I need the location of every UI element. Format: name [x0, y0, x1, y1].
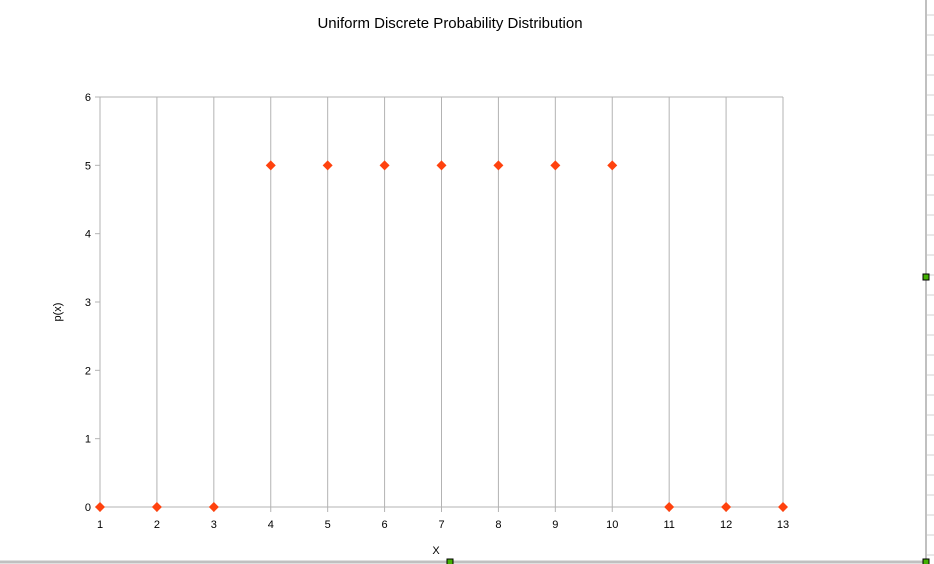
x-tick-label-1: 1: [97, 519, 103, 531]
y-tick-label-0: 0: [85, 502, 91, 514]
data-point-4: [265, 160, 276, 171]
selection-handle-2: [446, 558, 454, 564]
data-point-2: [151, 502, 162, 512]
y-tick-label-4: 4: [85, 229, 91, 241]
x-tick-label-9: 9: [552, 519, 558, 531]
x-tick-label-4: 4: [268, 519, 274, 531]
y-tick-label-1: 1: [85, 434, 91, 446]
data-point-13: [778, 502, 788, 512]
data-point-5: [322, 160, 333, 171]
x-tick-label-12: 12: [720, 519, 732, 531]
data-point-3: [208, 502, 219, 512]
gridlines: [99, 96, 784, 507]
data-point-10: [607, 160, 618, 171]
x-tick-label-2: 2: [154, 519, 160, 531]
data-point-12: [721, 502, 732, 512]
data-point-8: [493, 160, 504, 171]
x-tick-label-10: 10: [606, 519, 618, 531]
y-tick-label-5: 5: [85, 160, 91, 172]
selection-handle-3: [922, 558, 930, 564]
x-tick-label-11: 11: [663, 519, 674, 531]
x-tick-label-13: 13: [777, 519, 789, 531]
data-point-6: [379, 160, 390, 171]
axes: [95, 96, 784, 512]
chart-title: Uniform Discrete Probability Distributio…: [317, 15, 582, 32]
x-tick-label-3: 3: [211, 519, 217, 531]
data-points: [95, 160, 788, 512]
y-tick-label-6: 6: [85, 92, 91, 104]
data-point-9: [550, 160, 561, 171]
data-point-7: [436, 160, 447, 171]
y-axis-label: p(x): [52, 303, 64, 322]
data-point-1: [95, 502, 105, 512]
x-tick-label-5: 5: [325, 519, 331, 531]
selection-handle-1: [922, 273, 930, 281]
data-point-11: [664, 502, 675, 512]
y-tick-label-3: 3: [85, 297, 91, 309]
x-tick-label-7: 7: [438, 519, 444, 531]
x-tick-label-6: 6: [382, 519, 388, 531]
y-tick-label-2: 2: [85, 365, 91, 377]
x-tick-label-8: 8: [495, 519, 501, 531]
x-axis-label: X: [432, 545, 440, 557]
